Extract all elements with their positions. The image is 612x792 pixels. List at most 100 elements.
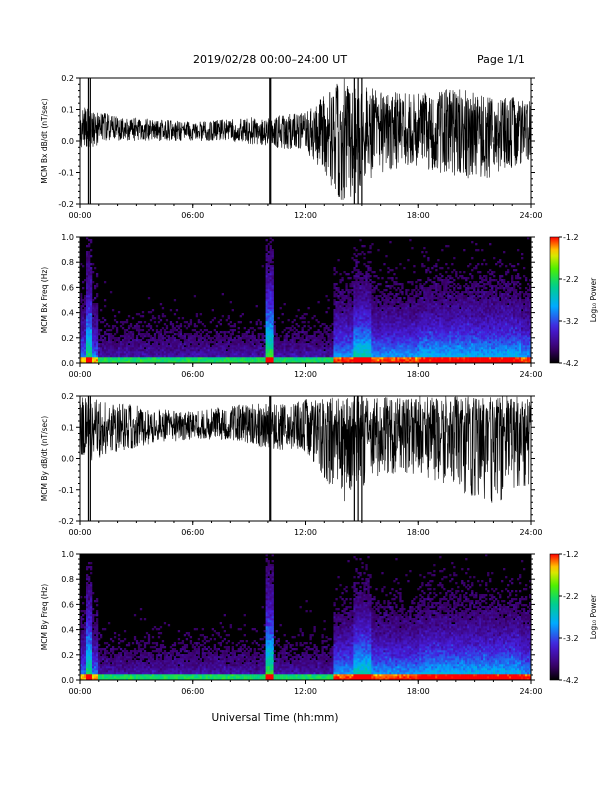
spectrogram-cell <box>125 359 129 362</box>
spectrogram-cell <box>363 299 366 302</box>
spectrogram-cell <box>453 347 456 350</box>
spectrogram-cell <box>371 345 374 348</box>
spectrogram-cell <box>269 307 272 310</box>
spectrogram-cell <box>99 309 103 312</box>
spectrogram-cell <box>213 349 216 352</box>
spectrogram-cell <box>451 305 454 308</box>
spectrogram-cell <box>271 273 274 276</box>
spectrogram-cell <box>305 349 308 352</box>
spectrogram-cell <box>93 357 97 360</box>
spectrogram-cell <box>135 327 139 330</box>
spectrogram-cell <box>415 307 418 310</box>
spectrogram-cell <box>125 349 129 352</box>
spectrogram-cell <box>445 333 448 336</box>
spectrogram-cell <box>363 293 366 296</box>
spectrogram-cell <box>85 283 89 286</box>
spectrogram-cell <box>381 319 384 322</box>
spectrogram-cell <box>199 355 203 358</box>
spectrogram-cell <box>173 337 177 340</box>
spectrogram-cell <box>425 333 428 336</box>
spectrogram-cell <box>365 291 368 294</box>
spectrogram-cell <box>283 359 286 362</box>
spectrogram-cell <box>223 351 226 354</box>
spectrogram-cell <box>335 315 338 318</box>
spectrogram-cell <box>369 305 372 308</box>
spectrogram-cell <box>347 311 350 314</box>
spectrogram-cell <box>241 313 244 316</box>
spectrogram-cell <box>365 355 368 358</box>
spectrogram-cell <box>133 351 137 354</box>
spectrogram-cell <box>393 355 396 358</box>
spectrogram-cell <box>411 299 414 302</box>
spectrogram-cell <box>419 357 422 360</box>
spectrogram-cell <box>333 339 336 342</box>
spectrogram-cell <box>351 353 354 356</box>
spectrogram-cell <box>353 285 356 288</box>
spectrogram-cell <box>247 345 250 348</box>
spectrogram-cell <box>437 279 440 282</box>
spectrogram-cell <box>449 333 452 336</box>
spectrogram-cell <box>311 361 314 364</box>
spectrogram-cell <box>255 355 258 358</box>
spectrogram-cell <box>429 311 432 314</box>
spectrogram-cell <box>443 301 446 304</box>
spectrogram-cell <box>89 347 93 350</box>
spectrogram-cell <box>329 329 332 332</box>
spectrogram-cell <box>329 333 332 336</box>
spectrogram-cell <box>259 339 262 342</box>
spectrogram-cell <box>283 349 286 352</box>
spectrogram-cell <box>361 283 364 286</box>
spectrogram-cell <box>373 305 376 308</box>
spectrogram-cell <box>233 349 236 352</box>
spectrogram-cell <box>397 345 400 348</box>
spectrogram-cell <box>439 343 442 346</box>
spectrogram-cell <box>443 355 446 358</box>
spectrogram-cell <box>269 257 272 260</box>
spectrogram-cell <box>119 321 123 324</box>
spectrogram-cell <box>359 361 362 364</box>
spectrogram-cell <box>291 321 294 324</box>
spectrogram-cell <box>315 345 318 348</box>
spectrogram-cell <box>439 331 442 334</box>
spectrogram-cell <box>271 289 274 292</box>
spectrogram-cell <box>409 323 412 326</box>
spectrogram-cell <box>339 313 342 316</box>
spectrogram-cell <box>365 339 368 342</box>
spectrogram-cell <box>443 307 446 310</box>
spectrogram-cell <box>307 337 310 340</box>
spectrogram-cell <box>105 353 109 356</box>
spectrogram-cell <box>401 341 404 344</box>
spectrogram-cell <box>417 289 420 292</box>
spectrogram-cell <box>377 329 380 332</box>
spectrogram-cell <box>427 301 430 304</box>
spectrogram-cell <box>367 313 370 316</box>
spectrogram-cell <box>353 315 356 318</box>
spectrogram-cell <box>423 309 426 312</box>
spectrogram-cell <box>229 357 232 360</box>
spectrogram-cell <box>331 345 334 348</box>
spectrogram-cell <box>87 309 91 312</box>
spectrogram-cell <box>80 307 83 310</box>
spectrogram-cell <box>211 309 215 312</box>
spectrogram-cell <box>159 357 163 360</box>
spectrogram-cell <box>267 327 270 330</box>
spectrogram-cell <box>89 267 93 270</box>
spectrogram-cell <box>365 297 368 300</box>
spectrogram-cell <box>251 345 254 348</box>
spectrogram-cell <box>265 253 268 256</box>
spectrogram-cell <box>443 331 446 334</box>
spectrogram-cell <box>193 335 197 338</box>
spectrogram-cell <box>339 273 342 276</box>
spectrogram-cell <box>419 291 422 294</box>
spectrogram-cell <box>249 353 252 356</box>
spectrogram-cell <box>323 355 326 358</box>
spectrogram-cell <box>219 347 222 350</box>
spectrogram-cell <box>87 263 91 266</box>
spectrogram-cell <box>181 343 185 346</box>
spectrogram-cell <box>381 341 384 344</box>
spectrogram-cell <box>381 353 384 356</box>
spectrogram-cell <box>383 339 386 342</box>
spectrogram-cell <box>451 301 454 304</box>
spectrogram-cell <box>381 345 384 348</box>
spectrogram-cell <box>93 341 97 344</box>
